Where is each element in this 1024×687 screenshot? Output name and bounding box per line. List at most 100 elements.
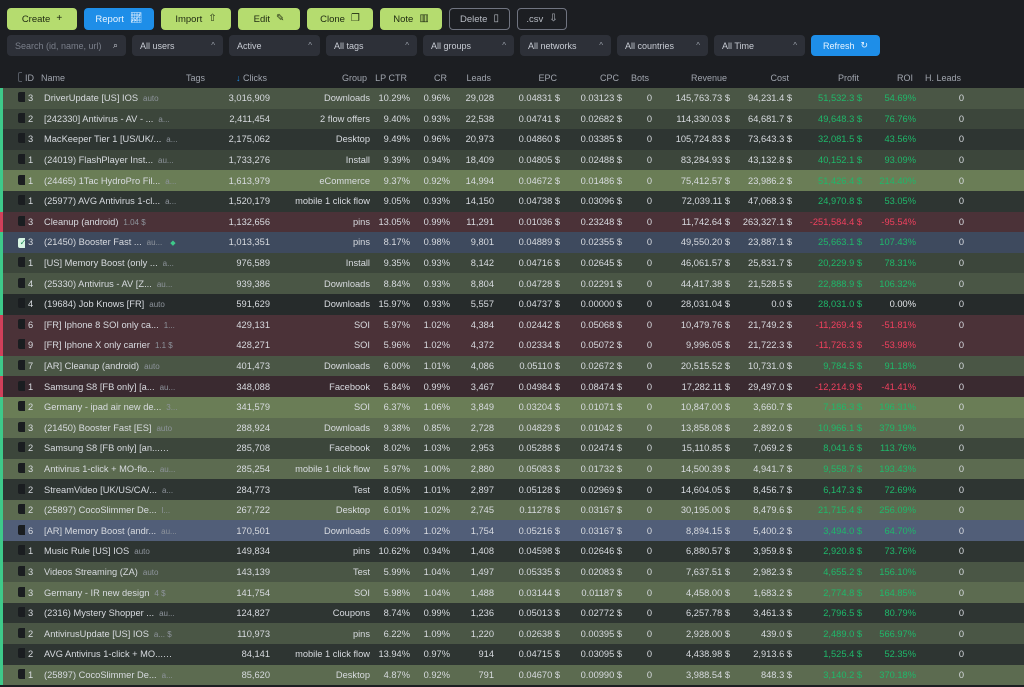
row-checkbox[interactable]	[3, 380, 25, 393]
row-name[interactable]: (25897) CocoSlimmer De... l...	[41, 505, 181, 515]
row-name[interactable]: (25897) CocoSlimmer De... a...	[41, 670, 181, 680]
row-name[interactable]: (19684) Job Knows [FR] auto	[41, 299, 181, 309]
row-checkbox[interactable]: ✓	[3, 237, 25, 248]
col-tags[interactable]: Tags	[185, 73, 205, 83]
row-checkbox[interactable]	[3, 92, 25, 104]
create-button[interactable]: Create +	[7, 8, 77, 30]
row-checkbox[interactable]	[3, 257, 25, 269]
col-clicks[interactable]: ↓ Clicks	[208, 73, 270, 83]
delete-button[interactable]: Delete ▯	[449, 8, 510, 30]
table-row[interactable]: 3 Cleanup (android) 1.04 $ 1,132,656 pins 13.…	[0, 211, 1024, 233]
row-name[interactable]: [AR] Memory Boost (andr... au...	[41, 526, 181, 536]
row-checkbox[interactable]	[3, 318, 25, 331]
clone-button[interactable]: Clone ❐	[307, 8, 373, 30]
row-checkbox[interactable]	[3, 607, 25, 619]
col-bots[interactable]: Bots	[630, 73, 649, 83]
col-cr[interactable]: CR	[434, 73, 447, 83]
row-checkbox[interactable]	[3, 565, 25, 578]
row-name[interactable]: (25977) AVG Antivirus 1-cl... a...	[41, 196, 181, 206]
row-checkbox[interactable]	[3, 133, 25, 145]
row-checkbox[interactable]	[3, 421, 25, 434]
row-name[interactable]: Videos Streaming (ZA) auto	[41, 567, 181, 577]
col-leads[interactable]: Leads	[466, 73, 491, 83]
table-row[interactable]: 3 MacKeeper Tier 1 [US/UK/... a... 2,175,06…	[0, 129, 1024, 150]
table-row[interactable]: 2 StreamVideo [UK/US/CA/... a... 284,773 Tes…	[0, 479, 1024, 500]
row-name[interactable]: [AR] Cleanup (android) auto	[41, 361, 181, 371]
table-row[interactable]: 2 Germany - ipad air new de... 3... 341,579…	[0, 396, 1024, 418]
table-row[interactable]: 3 Germany - IR new design 4 $ 141,754 SOI 5.9…	[0, 582, 1024, 603]
row-name[interactable]: Cleanup (android) 1.04 $	[41, 217, 181, 227]
users-select[interactable]: All users ^	[132, 35, 223, 56]
row-checkbox[interactable]	[3, 339, 25, 351]
row-checkbox[interactable]	[3, 401, 25, 413]
report-button[interactable]: Report 📈︎	[84, 8, 154, 30]
table-row[interactable]: 1 (25897) CocoSlimmer De... a... 85,620 Desk…	[0, 664, 1024, 686]
col-cost[interactable]: Cost	[770, 73, 789, 83]
row-checkbox[interactable]	[3, 215, 25, 228]
status-select[interactable]: Active ^	[229, 35, 320, 56]
row-name[interactable]: [242330] Antivirus - AV - ... a...	[41, 114, 181, 124]
row-checkbox[interactable]	[3, 668, 25, 681]
row-checkbox[interactable]	[3, 483, 25, 496]
row-checkbox[interactable]	[3, 195, 25, 207]
row-name[interactable]: (21450) Booster Fast [ES] auto	[41, 423, 181, 433]
row-checkbox[interactable]	[3, 524, 25, 537]
table-row[interactable]: 9 [FR] Iphone X only carrier 1.1 $ 428,271 S…	[0, 335, 1024, 356]
row-checkbox[interactable]	[3, 360, 25, 372]
col-lpctr[interactable]: LP CTR	[375, 73, 407, 83]
row-checkbox[interactable]	[3, 174, 25, 187]
row-name[interactable]: DriverUpdate [US] IOS auto	[41, 93, 181, 103]
col-cpc[interactable]: CPC	[599, 73, 619, 83]
row-checkbox[interactable]	[3, 154, 25, 166]
tags-select[interactable]: All tags ^	[326, 35, 417, 56]
search-input[interactable]: Search (id, name, url) ⌕	[7, 35, 126, 56]
row-name[interactable]: AVG Antivirus 1-click + MO... a...	[41, 649, 181, 659]
row-name[interactable]: Music Rule [US] IOS auto	[41, 546, 181, 556]
table-row[interactable]: 4 (25330) Antivirus - AV [Z... au... 939,38…	[0, 273, 1024, 294]
row-checkbox[interactable]	[3, 112, 25, 125]
row-checkbox[interactable]	[3, 586, 25, 599]
table-row[interactable]: 3 (2316) Mystery Shopper ... au... 124,827 C…	[0, 602, 1024, 624]
col-roi[interactable]: ROI	[896, 73, 913, 83]
col-revenue[interactable]: Revenue	[690, 73, 727, 83]
row-name[interactable]: Samsung S8 [FB only] [a... au...	[41, 382, 181, 392]
row-name[interactable]: AntivirusUpdate [US] IOS a... $	[41, 629, 181, 639]
networks-select[interactable]: All networks ^	[520, 35, 611, 56]
table-row[interactable]: ✓3 (21450) Booster Fast ... au... ◆ 1,013,3…	[0, 232, 1024, 253]
row-checkbox[interactable]	[3, 442, 25, 454]
row-checkbox[interactable]	[3, 648, 25, 660]
row-checkbox[interactable]	[3, 627, 25, 640]
table-row[interactable]: 3 Antivirus 1-click + MO-flo... au... 285,2…	[0, 458, 1024, 480]
row-name[interactable]: (25330) Antivirus - AV [Z... au...	[41, 279, 181, 289]
row-name[interactable]: [FR] Iphone 8 SOI only ca... 1...	[41, 320, 181, 330]
note-button[interactable]: Note ▥	[380, 8, 442, 30]
groups-select[interactable]: All groups ^	[423, 35, 514, 56]
table-row[interactable]: 1 Samsung S8 [FB only] [a... au... 348,088 F…	[0, 376, 1024, 397]
row-checkbox[interactable]	[3, 545, 25, 557]
col-group[interactable]: Group	[341, 73, 367, 83]
table-row[interactable]: 1 [US] Memory Boost (only ... a... 976,589 I…	[0, 252, 1024, 274]
row-name[interactable]: (24019) FlashPlayer Inst... au...	[41, 155, 181, 165]
table-row[interactable]: 1 (24465) 1Tac HydroPro Fil... a... 1,613,9…	[0, 170, 1024, 191]
table-row[interactable]: 2 AVG Antivirus 1-click + MO... a... 84,141…	[0, 644, 1024, 665]
row-name[interactable]: Germany - ipad air new de... 3...	[41, 402, 181, 412]
row-name[interactable]: (24465) 1Tac HydroPro Fil... a...	[41, 176, 181, 186]
table-row[interactable]: 2 (25897) CocoSlimmer De... l... 267,722 Des…	[0, 499, 1024, 521]
csv-export-button[interactable]: .csv ⇩	[517, 8, 567, 30]
refresh-button[interactable]: Refresh ↻	[811, 35, 881, 56]
table-row[interactable]: 3 DriverUpdate [US] IOS auto 3,016,909 Downl…	[0, 88, 1024, 109]
table-row[interactable]: 2 AntivirusUpdate [US] IOS a... $ 110,973 pi…	[0, 623, 1024, 645]
table-row[interactable]: 3 Videos Streaming (ZA) auto 143,139 Test 5.9…	[0, 561, 1024, 583]
col-profit[interactable]: Profit	[837, 73, 859, 83]
row-name[interactable]: [US] Memory Boost (only ... a...	[41, 258, 181, 268]
countries-select[interactable]: All countries ^	[617, 35, 708, 56]
edit-button[interactable]: Edit ✎	[238, 8, 300, 30]
row-checkbox[interactable]	[3, 504, 25, 516]
import-button[interactable]: Import ⇧	[161, 8, 231, 30]
row-name[interactable]: MacKeeper Tier 1 [US/UK/... a...	[41, 134, 181, 144]
time-select[interactable]: All Time ^	[714, 35, 805, 56]
table-row[interactable]: 1 (25977) AVG Antivirus 1-cl... a... 1,520,…	[0, 190, 1024, 212]
row-checkbox[interactable]	[3, 462, 25, 475]
table-row[interactable]: 2 Samsung S8 [FB only] [an... au... 285,708…	[0, 438, 1024, 459]
row-name[interactable]: [FR] Iphone X only carrier 1.1 $	[41, 340, 181, 350]
